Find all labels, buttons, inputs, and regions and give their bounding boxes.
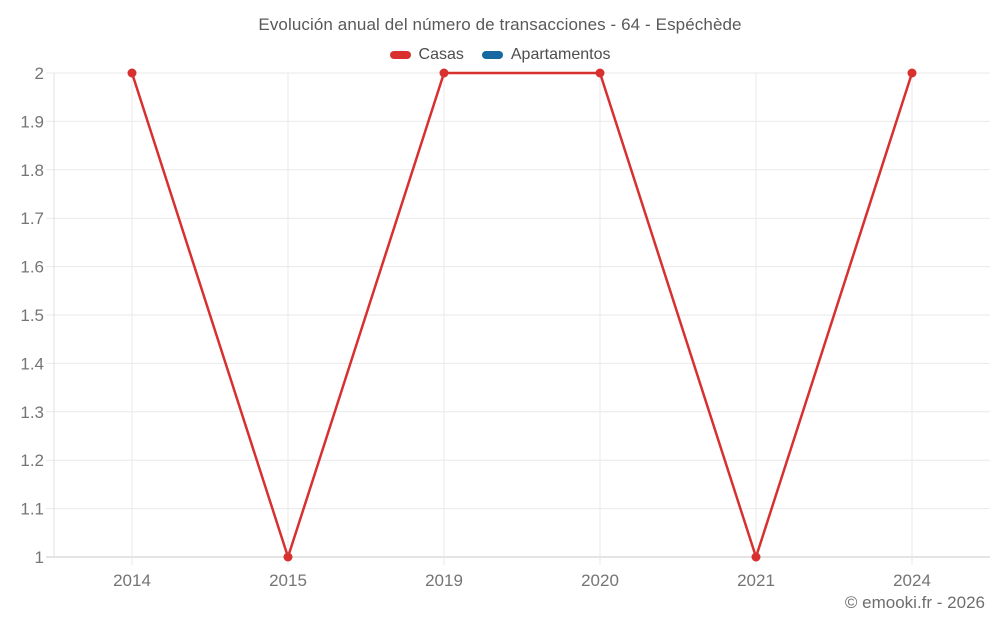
chart-title: Evolución anual del número de transaccio…	[258, 15, 742, 34]
x-axis-tick-label: 2014	[113, 571, 151, 590]
y-axis-tick-label: 1.7	[20, 209, 44, 228]
x-axis-tick-label: 2020	[581, 571, 619, 590]
data-point-casas-2015[interactable]	[283, 552, 293, 562]
legend-swatch-casas	[389, 51, 411, 59]
series-line-casas	[130, 71, 914, 559]
y-axis-tick-label: 1.3	[20, 403, 44, 422]
attribution-text: © emooki.fr - 2026	[844, 593, 985, 612]
chart-legend: Casas Apartamentos	[0, 46, 1000, 64]
legend-swatch-apartamentos	[481, 51, 503, 59]
data-point-casas-2021[interactable]	[751, 552, 761, 562]
y-axis-tick-label: 1.8	[20, 161, 44, 180]
legend-label-casas: Casas	[418, 46, 464, 63]
legend-item-apartamentos[interactable]: Apartamentos	[481, 46, 611, 64]
x-axis-tick-label: 2024	[893, 571, 931, 590]
x-axis-tick-label: 2021	[737, 571, 775, 590]
data-point-casas-2020[interactable]	[595, 68, 605, 78]
y-axis-tick-label: 1.2	[20, 451, 44, 470]
y-axis-tick-label: 1.1	[20, 500, 44, 519]
data-point-casas-2014[interactable]	[127, 68, 137, 78]
legend-label-apartamentos: Apartamentos	[510, 46, 611, 63]
y-axis-tick-label: 1.6	[20, 258, 44, 277]
y-axis-tick-label: 1	[35, 548, 44, 567]
data-point-casas-2019[interactable]	[439, 68, 449, 78]
y-axis-tick-label: 2	[35, 64, 44, 83]
y-axis-tick-label: 1.4	[20, 354, 44, 373]
data-point-casas-2024[interactable]	[907, 68, 917, 78]
legend-item-casas[interactable]: Casas	[389, 46, 464, 64]
x-axis-tick-label: 2019	[425, 571, 463, 590]
x-axis-tick-label: 2015	[269, 571, 307, 590]
y-axis-tick-label: 1.5	[20, 306, 44, 325]
y-axis-tick-label: 1.9	[20, 112, 44, 131]
